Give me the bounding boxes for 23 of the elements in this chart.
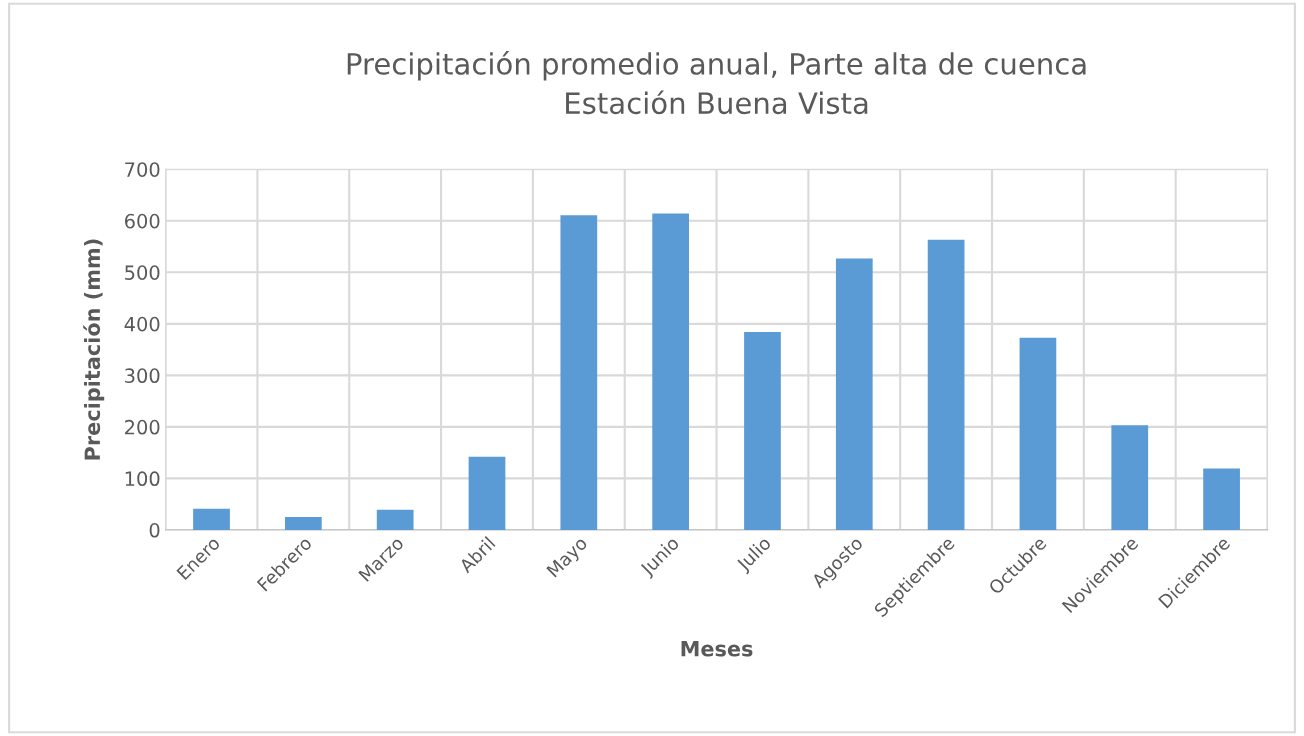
- y-tick-label: 200: [125, 419, 160, 435]
- y-tick-label: 0: [149, 522, 160, 538]
- y-tick-label: 300: [125, 368, 160, 384]
- bar: [1019, 337, 1057, 530]
- y-tick-label: 600: [124, 213, 160, 229]
- bar: [1111, 425, 1149, 530]
- bar: [744, 332, 781, 530]
- bar: [652, 213, 689, 530]
- y-tick-label: 100: [125, 471, 160, 487]
- bar: [376, 509, 414, 530]
- bar: [193, 508, 230, 530]
- bar: [927, 239, 965, 530]
- y-axis-title: Precipitación (mm): [83, 239, 105, 460]
- bar: [468, 456, 506, 530]
- y-tick-label: 500: [125, 265, 160, 280]
- bar: [1203, 468, 1240, 530]
- bar: [560, 215, 598, 530]
- bar: [284, 517, 322, 530]
- y-tick-label: 400: [124, 316, 160, 332]
- bar: [835, 258, 873, 530]
- chart-title: Precipitación promedio anual, Parte alta de cuenca Estación Buena Vista: [347, 51, 1086, 115]
- x-axis-title: Meses: [681, 641, 753, 657]
- y-tick-label: 700: [125, 162, 160, 177]
